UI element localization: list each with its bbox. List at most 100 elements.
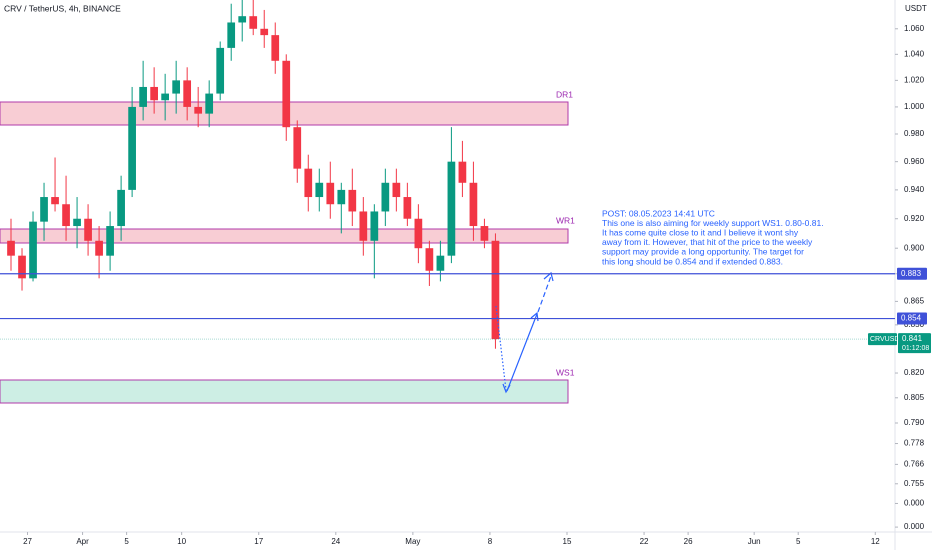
x-tick-label: 17 (254, 537, 263, 546)
candle-body (326, 182, 335, 205)
y-tick-label: 0.920 (904, 214, 925, 223)
zone-wr1 (0, 228, 569, 244)
candle-body (315, 182, 324, 198)
candle-body (491, 240, 500, 340)
zone-label: WR1 (556, 215, 575, 225)
price-label: 0.841 (902, 334, 923, 343)
candle-body (414, 218, 423, 249)
candle-body (117, 189, 125, 227)
candle-body (183, 80, 192, 107)
candle-body (216, 47, 225, 94)
candle-body (458, 161, 467, 183)
y-tick-label: 0.805 (904, 393, 925, 402)
candle-body (359, 211, 368, 241)
candle-body (194, 106, 203, 114)
candle-body (249, 16, 258, 29)
y-tick-label: 0.980 (904, 129, 925, 138)
price-box (898, 333, 931, 354)
y-tick-label: 0.766 (904, 459, 925, 468)
candle-body (447, 161, 456, 256)
annotation-line: POST: 08.05.2023 14:41 UTC (602, 208, 715, 218)
y-tick-label: 0.778 (904, 439, 925, 448)
y-tick-label: 1.040 (904, 49, 925, 58)
candle-body (480, 226, 489, 241)
candle-body (282, 60, 291, 128)
symbol-label: CRVUSDT (870, 336, 904, 343)
candle-body (128, 106, 136, 190)
annotation-line: This one is also aiming for weekly suppo… (602, 218, 824, 228)
y-tick-label: 0.960 (904, 157, 925, 166)
candle-body (337, 189, 346, 205)
x-tick-label: 15 (563, 537, 572, 546)
candle-body (51, 197, 59, 205)
x-tick-label: 26 (684, 537, 693, 546)
y-tick-label: 1.000 (904, 102, 925, 111)
arrow-down (495, 305, 507, 391)
candle-body (106, 226, 114, 256)
candle-body (392, 182, 401, 198)
annotation-line: It has come quite close to it and I beli… (602, 227, 799, 237)
y-tick-label: 0.820 (904, 368, 925, 377)
y-tick-label: 1.060 (904, 24, 925, 33)
candle-body (403, 197, 412, 219)
candle-body (7, 240, 15, 256)
candle-body (95, 240, 103, 256)
candle-body (84, 218, 92, 241)
chart-title: CRV / TetherUS, 4h, BINANCE (4, 3, 121, 13)
x-tick-label: 5 (124, 537, 129, 546)
arrow-up (506, 313, 538, 392)
candle-body (370, 211, 379, 241)
y-tick-label: 0.790 (904, 418, 925, 427)
symbol-box (868, 333, 897, 346)
marks (7, 0, 500, 349)
y-tick-label: 0.000 (904, 499, 925, 508)
candle-body (271, 35, 280, 61)
x-tick-label: 22 (640, 537, 649, 546)
level-label: 0.883 (901, 269, 922, 278)
candle-body (62, 204, 70, 227)
x-tick-label: May (405, 537, 420, 546)
level-label-box (897, 267, 927, 280)
annotation-line: support may provide a long opportunity. … (602, 247, 804, 257)
y-unit: USDT (905, 4, 927, 13)
zone-label: WS1 (556, 367, 575, 377)
zone-ws1 (0, 379, 569, 404)
candle-body (425, 248, 434, 271)
candle-body (172, 80, 181, 94)
x-tick-label: 12 (871, 537, 880, 546)
candle-body (40, 197, 48, 222)
x-tick-label: 10 (177, 537, 186, 546)
candle-body (73, 218, 81, 227)
candle-body (381, 182, 390, 212)
y-tick-label: 0.940 (904, 185, 925, 194)
x-tick-label: 5 (796, 537, 801, 546)
candle-body (205, 93, 214, 114)
candle-body (293, 127, 302, 169)
candle-body (29, 221, 37, 279)
candle-body (227, 22, 236, 48)
arrowhead (543, 271, 554, 282)
candle-body (348, 189, 357, 212)
candle-body (304, 168, 313, 198)
y-tick-label: 0.755 (904, 479, 925, 488)
projection-arrows (495, 271, 554, 394)
y-tick-label: 0.865 (904, 297, 925, 306)
candle-body (150, 86, 158, 101)
candle-body (436, 255, 445, 271)
y-tick-label: 0.000 (904, 522, 925, 531)
zone-label: DR1 (556, 89, 573, 99)
arrow-extended (537, 275, 552, 313)
x-tick-label: 8 (488, 537, 493, 546)
candle-body (469, 182, 478, 227)
annotation-line: this long should be 0.854 and if extende… (602, 256, 783, 266)
x-tick-label: 24 (331, 537, 340, 546)
y-tick-label: 0.900 (904, 243, 925, 252)
x-tick-label: Apr (76, 537, 89, 546)
candle-body (260, 28, 269, 36)
candle-body (161, 93, 169, 101)
countdown-label: 01:12:08 (902, 345, 929, 352)
annotation-line: away from it. However, that hit of the p… (602, 237, 813, 247)
